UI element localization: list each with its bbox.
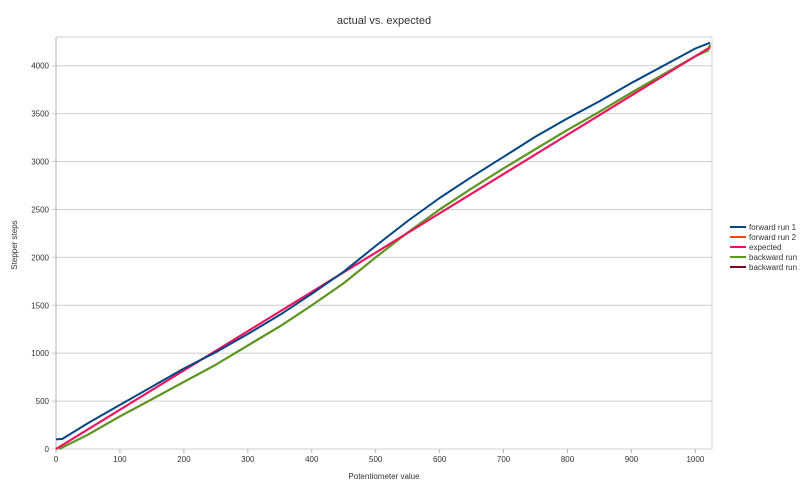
y-tick-label: 500 [36, 397, 50, 406]
legend-label: forward run 2 [749, 233, 797, 242]
y-tick-label: 2500 [31, 205, 49, 214]
legend-label: backward run 1 [749, 253, 800, 262]
y-tick-label: 3000 [31, 158, 49, 167]
x-tick-label: 500 [369, 455, 383, 464]
x-tick-label: 0 [54, 455, 59, 464]
chart-title: actual vs. expected [337, 15, 431, 27]
x-tick-labels: 0 100 200 300 400 500 600 700 800 900 1000 [54, 455, 705, 464]
y-tick-label: 0 [45, 445, 50, 454]
series-lines [55, 41, 712, 450]
legend-label: backward run 2 [749, 263, 800, 272]
gridlines [52, 36, 713, 453]
x-tick-label: 900 [625, 455, 639, 464]
y-axis-label: Stepper steps [10, 220, 19, 269]
x-tick-label: 800 [561, 455, 575, 464]
y-tick-label: 2000 [31, 253, 49, 262]
y-tick-label: 4000 [31, 62, 49, 71]
x-axis-label: Potentiometer value [348, 472, 420, 481]
series-line-forward-run-1 [55, 41, 711, 441]
x-tick-label: 700 [497, 455, 511, 464]
y-tick-label: 3500 [31, 110, 49, 119]
legend-label: expected [749, 243, 781, 252]
x-tick-label: 100 [113, 455, 127, 464]
x-tick-label: 200 [177, 455, 191, 464]
legend-label: forward run 1 [749, 223, 797, 232]
x-tick-label: 400 [305, 455, 319, 464]
x-tick-label: 1000 [686, 455, 704, 464]
y-tick-label: 1500 [31, 301, 49, 310]
x-tick-label: 300 [241, 455, 255, 464]
series-line-expected [55, 46, 711, 450]
x-tick-label: 600 [433, 455, 447, 464]
y-tick-labels: 0 500 1000 1500 2000 2500 3000 3500 4000 [31, 62, 49, 454]
y-tick-label: 1000 [31, 349, 49, 358]
